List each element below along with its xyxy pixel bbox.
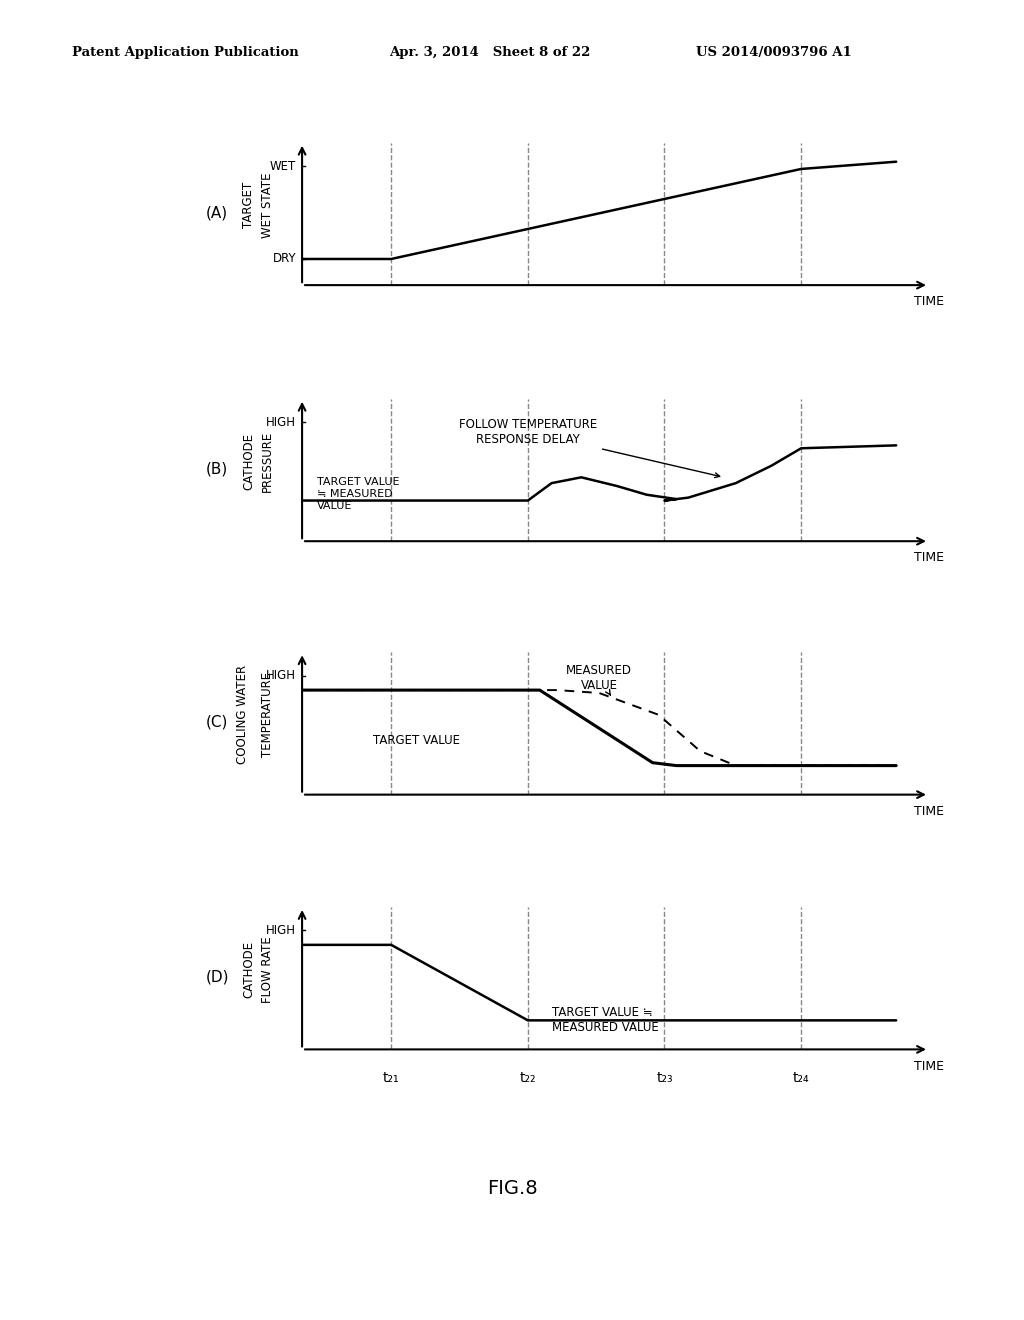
Text: (C): (C) [206,714,228,730]
Text: (D): (D) [206,969,228,985]
Text: TARGET: TARGET [242,182,255,228]
Text: CATHODE: CATHODE [242,941,255,998]
Text: CATHODE: CATHODE [242,433,255,490]
Text: PRESSURE: PRESSURE [261,430,274,492]
Text: TEMPERATURE: TEMPERATURE [261,672,274,758]
Text: t₂₄: t₂₄ [793,1072,809,1085]
Text: WET STATE: WET STATE [261,173,274,238]
Text: Apr. 3, 2014   Sheet 8 of 22: Apr. 3, 2014 Sheet 8 of 22 [389,46,591,59]
Text: t₂₁: t₂₁ [383,1072,399,1085]
Text: TIME: TIME [913,1060,944,1073]
Text: US 2014/0093796 A1: US 2014/0093796 A1 [696,46,852,59]
Text: COOLING WATER: COOLING WATER [236,665,249,764]
Text: TIME: TIME [913,296,944,309]
Text: FOLLOW TEMPERATURE
RESPONSE DELAY: FOLLOW TEMPERATURE RESPONSE DELAY [459,418,720,478]
Text: TARGET VALUE
≒ MEASURED
VALUE: TARGET VALUE ≒ MEASURED VALUE [317,478,399,511]
Text: FLOW RATE: FLOW RATE [261,936,274,1003]
Text: TARGET VALUE ≒
MEASURED VALUE: TARGET VALUE ≒ MEASURED VALUE [552,1006,658,1034]
Text: HIGH: HIGH [266,669,296,682]
Text: WET: WET [270,160,296,173]
Text: (A): (A) [206,205,228,220]
Text: (B): (B) [206,461,228,477]
Text: t₂₃: t₂₃ [656,1072,673,1085]
Text: MEASURED
VALUE: MEASURED VALUE [566,664,632,696]
Text: HIGH: HIGH [266,416,296,429]
Text: TIME: TIME [913,805,944,818]
Text: TIME: TIME [913,552,944,565]
Text: TARGET VALUE: TARGET VALUE [374,734,461,747]
Text: FIG.8: FIG.8 [486,1179,538,1197]
Text: DRY: DRY [272,252,296,265]
Text: HIGH: HIGH [266,924,296,937]
Text: t₂₂: t₂₂ [519,1072,537,1085]
Text: Patent Application Publication: Patent Application Publication [72,46,298,59]
